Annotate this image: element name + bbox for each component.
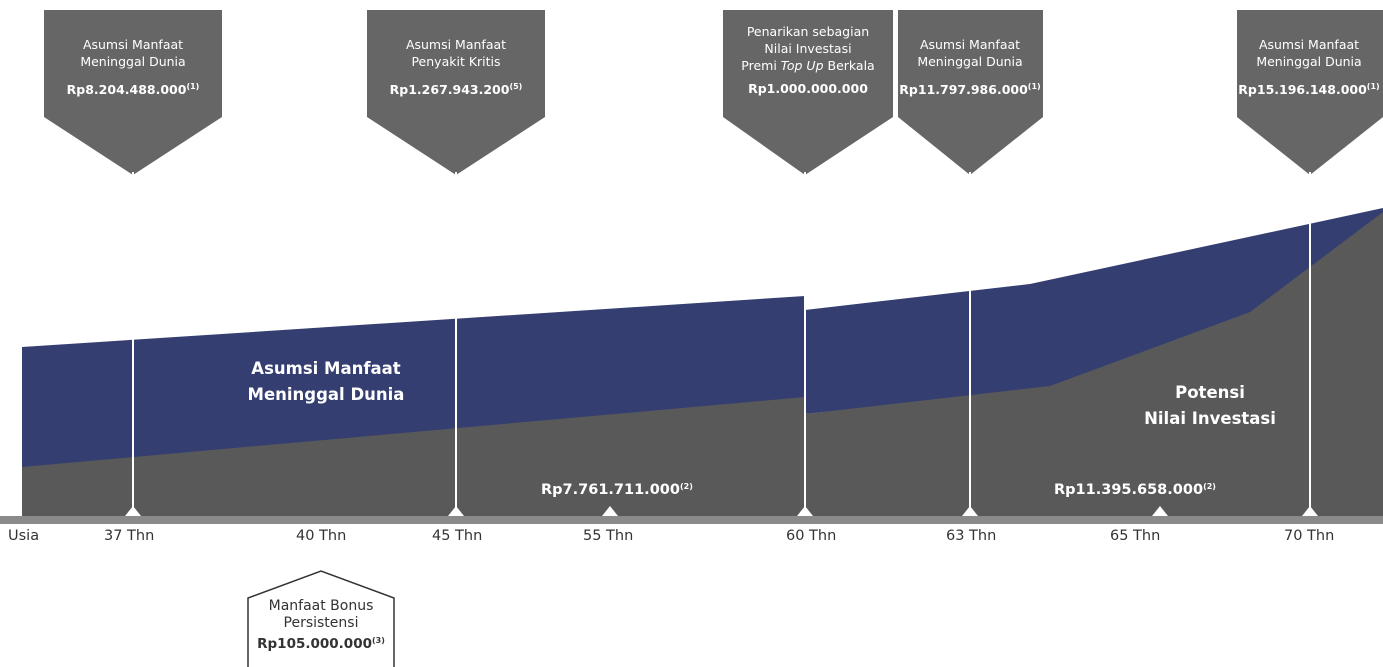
callout-line2: Meninggal Dunia [917,54,1023,69]
axis-marker-65 [1152,506,1168,516]
axis-marker-37 [125,506,141,516]
death-benefit-area-title: Asumsi Manfaat Meninggal Dunia [247,359,405,404]
investment-value-label-55: Rp7.761.711.000(2) [541,482,693,498]
age-label-40: 40 Thn [296,528,347,544]
investment-value-area [22,212,1383,518]
axis-marker-63 [962,506,978,516]
callout-line2: Meninggal Dunia [1256,54,1362,69]
death-benefit-area [22,208,1383,470]
callout-line3: Premi Top Up Berkala [741,58,875,73]
callout-value: Rp15.196.148.000(1) [1238,82,1380,97]
callout-shape-63 [898,10,1043,175]
callout-death-benefit-63: Asumsi Manfaat Meninggal Dunia Rp11.797.… [880,36,1060,98]
callout-line2: Penyakit Kritis [411,54,501,69]
age-label-63: 63 Thn [946,528,997,544]
investment-area-title: Potensi Nilai Investasi [1144,383,1276,428]
callout-line2: Meninggal Dunia [80,54,186,69]
callout-line2: Nilai Investasi [764,41,852,56]
callout-value: Rp8.204.488.000(1) [66,82,200,97]
age-label-60: 60 Thn [786,528,837,544]
callout-shape-37 [44,10,222,175]
callout-death-benefit-70: Asumsi Manfaat Meninggal Dunia Rp15.196.… [1219,36,1383,98]
callout-line1: Asumsi Manfaat [919,37,1021,52]
age-label-55: 55 Thn [583,528,634,544]
bonus-callout-outline [247,570,395,667]
callout-line1: Penarikan sebagian [746,24,870,39]
age-axis-bar [0,516,1383,524]
callout-value: Rp11.797.986.000(1) [899,82,1041,97]
investment-value-label-65: Rp11.395.658.000(2) [1054,482,1216,498]
callout-line1: Asumsi Manfaat [405,37,507,52]
callout-death-benefit-37: Asumsi Manfaat Meninggal Dunia Rp8.204.4… [43,36,223,98]
callout-critical-illness-45: Asumsi Manfaat Penyakit Kritis Rp1.267.9… [366,36,546,98]
callout-line1: Asumsi Manfaat [82,37,184,52]
axis-marker-60 [797,506,813,516]
callout-shape-45 [367,10,545,175]
axis-marker-45 [448,506,464,516]
age-label-65: 65 Thn [1110,528,1161,544]
bonus-persistency-callout: Manfaat Bonus Persistensi Rp105.000.000(… [257,598,385,652]
axis-start-label: Usia [8,528,40,544]
callout-shape-70 [1237,10,1383,175]
callout-shape-60 [723,10,893,175]
callout-partial-withdrawal-60: Penarikan sebagian Nilai Investasi Premi… [718,23,898,97]
callout-value: Rp1.267.943.200(5) [389,82,523,97]
axis-marker-55 [602,506,618,516]
callout-value: Rp1.000.000.000 [748,81,868,96]
age-label-70: 70 Thn [1284,528,1335,544]
age-label-37: 37 Thn [104,528,155,544]
axis-marker-70 [1302,506,1318,516]
callout-line1: Asumsi Manfaat [1258,37,1360,52]
age-label-45: 45 Thn [432,528,483,544]
